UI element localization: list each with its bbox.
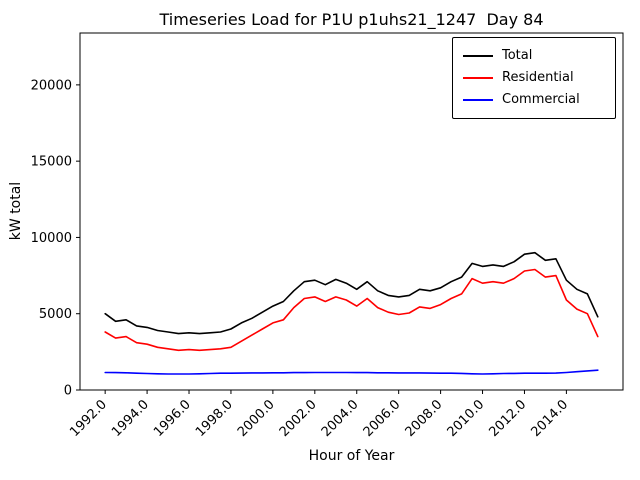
x-tick-label: 2000.0	[235, 397, 278, 440]
axes-box	[79, 32, 624, 391]
legend-label-residential: Residential	[502, 70, 574, 85]
y-tick-label: 10000	[31, 231, 72, 246]
legend-item-total: Total	[463, 45, 605, 67]
chart-title: Timeseries Load for P1U p1uhs21_1247 Day…	[159, 10, 544, 29]
series-line-total	[104, 251, 599, 335]
y-tick-label: 15000	[31, 155, 72, 170]
x-tick-label: 2004.0	[319, 397, 362, 440]
x-tick-label: 2006.0	[361, 397, 404, 440]
x-tick-label: 2014.0	[528, 397, 571, 440]
x-axis-label: Hour of Year	[308, 448, 395, 464]
y-axis-label: kW total	[8, 181, 24, 241]
legend: Total Residential Commercial	[452, 37, 616, 119]
series-line-residential	[104, 268, 599, 352]
legend-line-residential	[463, 77, 493, 79]
x-tick-label: 1996.0	[151, 397, 194, 440]
x-tick-label: 1998.0	[193, 397, 236, 440]
x-tick-label: 1992.0	[67, 397, 110, 440]
x-tick-label: 2010.0	[445, 397, 488, 440]
legend-label-total: Total	[502, 48, 533, 63]
y-tick-label: 20000	[31, 78, 72, 93]
legend-line-total	[463, 55, 493, 57]
x-tick-label: 1994.0	[109, 397, 152, 440]
legend-label-commercial: Commercial	[502, 92, 580, 107]
legend-item-commercial: Commercial	[463, 89, 605, 111]
y-tick-label: 5000	[39, 307, 72, 322]
series-line-commercial	[104, 369, 599, 375]
x-tick-label: 2002.0	[277, 397, 320, 440]
x-tick-label: 2012.0	[487, 397, 530, 440]
legend-line-commercial	[463, 99, 493, 101]
y-tick-label: 0	[64, 384, 72, 399]
legend-item-residential: Residential	[463, 67, 605, 89]
x-tick-label: 2008.0	[403, 397, 446, 440]
